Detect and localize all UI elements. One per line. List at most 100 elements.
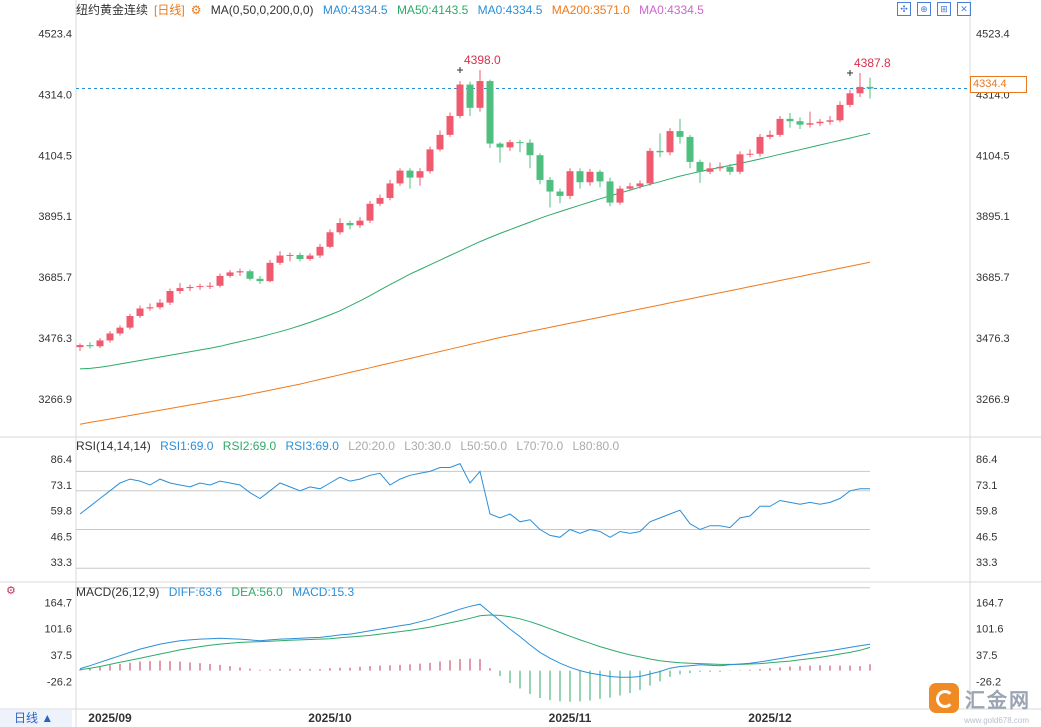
rsi-axis-tick-left: 59.8 — [51, 506, 72, 518]
candle — [316, 243, 324, 258]
rsi-axis-tick-right: 73.1 — [976, 480, 997, 492]
candle — [856, 72, 864, 98]
rsi3-value: RSI3:69.0 — [285, 439, 339, 453]
candle-body — [566, 171, 574, 196]
candle-body — [546, 179, 554, 192]
candle-body — [116, 327, 124, 334]
candle-body — [556, 191, 564, 196]
candle-body — [756, 136, 764, 154]
candle — [506, 139, 514, 151]
macd-legend: MACD(26,12,9) DIFF:63.6 DEA:56.0 MACD:15… — [76, 584, 360, 600]
candle — [156, 299, 164, 310]
date-axis-label: 2025/12 — [748, 711, 792, 725]
gear-icon[interactable]: ⚙ — [190, 3, 202, 17]
rsi2-value: RSI2:69.0 — [222, 439, 277, 453]
candle-body — [386, 183, 394, 198]
candle-body — [526, 142, 534, 156]
l50-value: L50:50.0 — [460, 439, 508, 453]
candle — [716, 162, 724, 172]
candle — [666, 128, 674, 156]
candle-body — [656, 150, 664, 153]
candle — [626, 182, 634, 191]
price-axis-tick-right: 4523.4 — [976, 29, 1010, 41]
candle — [746, 149, 754, 158]
candle — [296, 252, 304, 262]
l30-value: L30:30.0 — [404, 439, 451, 453]
candle-body — [336, 222, 344, 233]
price-axis-tick-right: 3895.1 — [976, 211, 1010, 223]
price-axis-tick-left: 4314.0 — [38, 89, 72, 101]
candle-body — [176, 288, 184, 292]
rsi-axis-tick-left: 73.1 — [51, 480, 72, 492]
candle — [606, 177, 614, 207]
candle-body — [76, 345, 84, 348]
close-icon[interactable]: ✕ — [957, 2, 971, 16]
period-label[interactable]: [日线] — [154, 3, 185, 17]
price-axis-tick-left: 3685.7 — [38, 272, 72, 284]
candle-body — [596, 171, 604, 182]
candle-body — [306, 255, 314, 260]
macd-axis-tick-left: 101.6 — [44, 623, 72, 635]
candle-body — [776, 118, 784, 135]
candle — [446, 112, 454, 137]
move-icon[interactable]: ✣ — [897, 2, 911, 16]
macd-axis-tick-left: 37.5 — [51, 650, 72, 662]
ma0-value-a: MA0:4334.5 — [322, 3, 388, 17]
candle — [566, 168, 574, 199]
candle — [806, 111, 814, 128]
candle-body — [706, 168, 714, 172]
candle-body — [276, 255, 284, 263]
macd-axis-tick-left: -26.2 — [47, 677, 72, 689]
diff-line — [79, 603, 871, 678]
logo-icon — [929, 683, 959, 713]
rsi-params: RSI(14,14,14) — [76, 439, 151, 453]
macd-settings-icon[interactable]: ⚙ — [6, 585, 16, 597]
rsi-line — [79, 462, 870, 538]
ma200-value: MA200:3571.0 — [551, 3, 630, 17]
zoom-icon[interactable]: ⊞ — [937, 2, 951, 16]
candle — [96, 338, 104, 348]
candle-body — [686, 136, 694, 162]
candle-body — [406, 170, 414, 178]
candle-body — [366, 203, 374, 221]
candle — [546, 177, 554, 208]
candle — [726, 163, 734, 175]
candle-body — [516, 142, 524, 144]
candle-body — [256, 278, 264, 282]
rsi-axis-tick-left: 86.4 — [51, 454, 72, 466]
candle-body — [536, 155, 544, 180]
candle — [256, 275, 264, 285]
current-price-tag: 4334.4 — [970, 76, 1027, 93]
macd-axis-tick-right: 101.6 — [976, 623, 1004, 635]
candle — [756, 133, 764, 157]
candle — [556, 188, 564, 204]
period-tab[interactable]: 日线 ▲ — [0, 710, 72, 727]
candle — [706, 162, 714, 175]
candle-body — [206, 285, 214, 287]
candle-body — [446, 115, 454, 135]
crosshair-icon[interactable]: ⊕ — [917, 2, 931, 16]
candle-body — [826, 120, 834, 122]
macd-axis-tick-left: 164.7 — [44, 597, 72, 609]
price-axis-tick-left: 4104.5 — [38, 150, 72, 162]
candle-body — [196, 286, 204, 288]
candle-body — [456, 84, 464, 116]
candle — [586, 168, 594, 186]
candle — [636, 180, 644, 189]
candle-body — [356, 220, 364, 226]
candle-body — [466, 84, 474, 108]
candle-body — [746, 153, 754, 155]
high-annotation: 4398.0 — [464, 53, 501, 67]
l70-value: L70:70.0 — [516, 439, 564, 453]
candle — [406, 168, 414, 189]
candle — [676, 118, 684, 144]
rsi-axis-tick-right: 86.4 — [976, 454, 997, 466]
diff-value: DIFF:63.6 — [168, 585, 223, 599]
date-axis-label: 2025/09 — [88, 711, 132, 725]
candle-body — [506, 142, 514, 148]
candle — [826, 115, 834, 125]
candle-body — [106, 333, 114, 341]
rsi-axis-tick-right: 59.8 — [976, 506, 997, 518]
candle — [376, 194, 384, 207]
